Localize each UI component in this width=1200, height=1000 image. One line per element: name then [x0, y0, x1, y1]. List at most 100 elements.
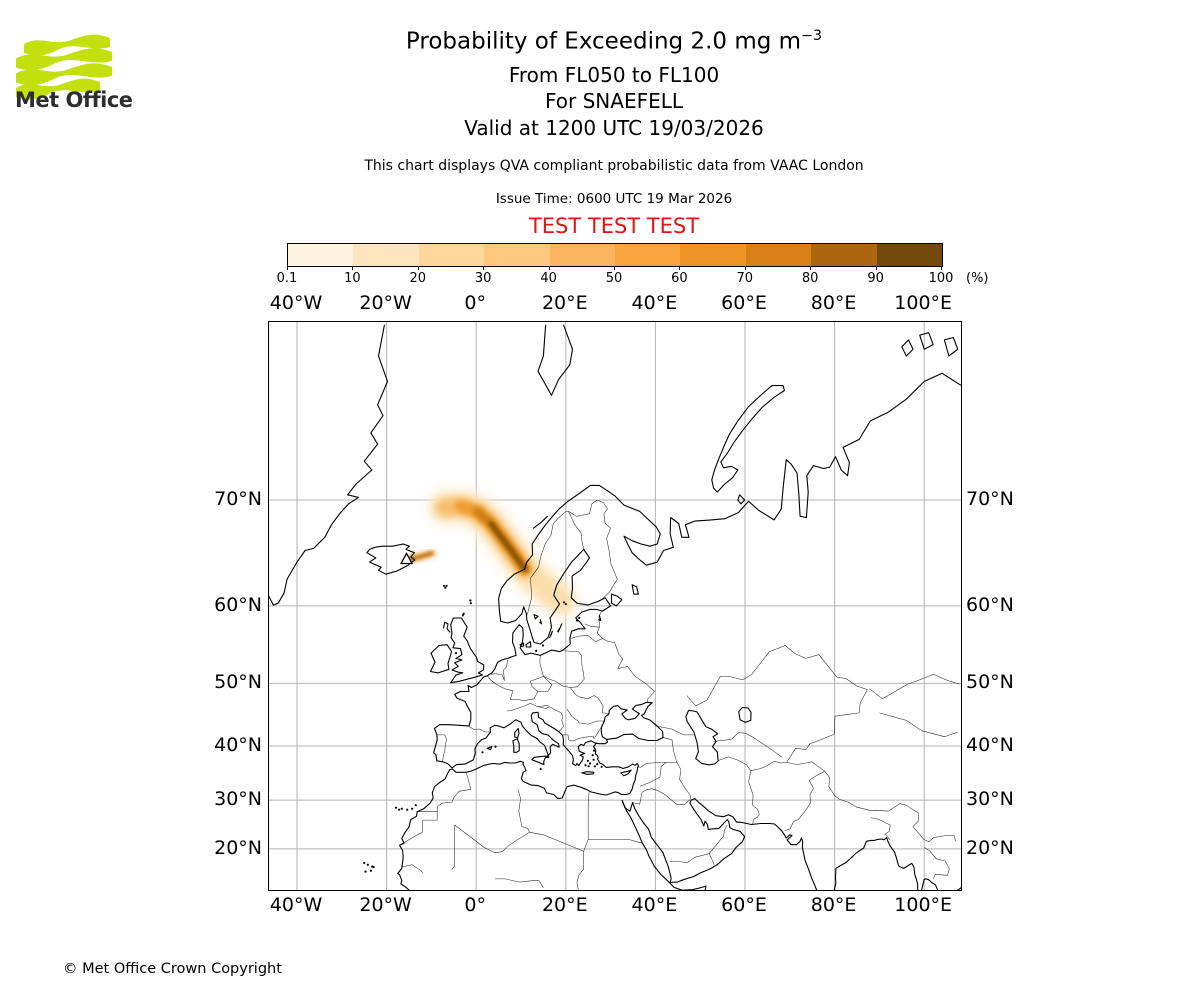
small-island [400, 807, 403, 810]
small-island [364, 870, 367, 873]
colorbar-segment-10-20 [353, 244, 419, 266]
country-border [568, 511, 585, 550]
small-island [462, 612, 465, 615]
country-border [510, 691, 539, 702]
plume-core-max [488, 520, 528, 572]
lon-label-20°E: 20°E [541, 894, 588, 916]
lon-label-100°E: 100°E [894, 292, 953, 314]
country-border [655, 725, 694, 736]
lon-label-60°E: 60°E [721, 894, 767, 916]
colorbar-tick-label: 70 [736, 271, 754, 286]
country-border [570, 687, 610, 714]
colorbar-tick-label: 80 [801, 271, 819, 286]
small-island [454, 652, 458, 655]
lon-label-60°E: 60°E [721, 292, 767, 314]
country-border [566, 708, 605, 725]
country-border [539, 655, 578, 688]
lat-label-left-40°N: 40°N [214, 734, 262, 757]
page-title: Probability of Exceeding 2.0 mg m−3 [406, 28, 822, 55]
small-island [600, 765, 603, 768]
country-border [417, 773, 472, 812]
lat-label-right-20°N: 20°N [966, 836, 1014, 859]
country-border [879, 712, 958, 737]
lat-label-left-50°N: 50°N [214, 671, 262, 694]
coastline [957, 887, 961, 890]
small-island [562, 601, 566, 604]
country-border [576, 875, 580, 890]
country-border [578, 839, 589, 876]
colorbar-tick [287, 266, 288, 270]
small-island [398, 808, 401, 811]
country-border [527, 499, 608, 615]
coastline [919, 332, 934, 350]
lat-label-left-20°N: 20°N [214, 836, 262, 859]
subtitle-valid-time: Valid at 1200 UTC 19/03/2026 [464, 116, 764, 140]
small-island [394, 806, 398, 809]
country-border [632, 788, 691, 805]
colorbar-tick [483, 266, 485, 270]
country-border [584, 623, 600, 628]
coastline [581, 771, 595, 775]
coastline [921, 878, 939, 890]
small-island [444, 586, 447, 589]
colorbar-segment-40-50 [549, 244, 616, 266]
lat-label-left-70°N: 70°N [214, 488, 262, 510]
small-island [369, 869, 372, 872]
coastline [531, 755, 547, 766]
country-border [870, 817, 891, 841]
colorbar-tick [810, 266, 812, 270]
colorbar-tick-label: 40 [540, 271, 557, 286]
lon-label-0°: 0° [464, 894, 486, 916]
country-border [750, 761, 825, 772]
country-border [437, 734, 447, 762]
coastlines [269, 324, 961, 890]
small-island [461, 614, 464, 617]
small-island [587, 765, 590, 768]
colorbar-segment-0.1-10 [288, 244, 354, 266]
subtitle-volcano: For SNAEFELL [544, 89, 684, 113]
colorbar-segment-70-80 [745, 244, 812, 266]
map-canvas [269, 322, 961, 890]
lon-label-40°W: 40°W [269, 894, 323, 916]
coastline [519, 642, 525, 647]
country-border [784, 770, 825, 832]
subtitle-flight-levels: From FL050 to FL100 [508, 63, 720, 87]
lon-label-40°E: 40°E [631, 292, 678, 314]
small-island [445, 584, 448, 587]
colorbar-tick-label: 100 [928, 271, 954, 286]
coastline [269, 324, 389, 606]
country-border [669, 853, 715, 865]
map-panel [268, 321, 962, 891]
lon-label-40°E: 40°E [631, 894, 678, 916]
coastline [442, 621, 451, 633]
lat-label-right-30°N: 30°N [966, 788, 1014, 811]
coastline [486, 746, 493, 751]
country-border [596, 610, 655, 703]
country-border [676, 762, 692, 801]
graticule-gridlines [269, 322, 961, 890]
lon-label-40°W: 40°W [269, 292, 323, 314]
lon-label-0°: 0° [464, 292, 486, 314]
small-island [469, 599, 472, 602]
coastline [539, 619, 543, 625]
small-island [469, 602, 472, 605]
country-border [529, 832, 584, 852]
country-border [402, 864, 424, 874]
colorbar-tick [744, 266, 746, 270]
test-banner: TEST TEST TEST [528, 214, 700, 238]
country-border [487, 675, 514, 700]
colorbar-tick [875, 266, 877, 270]
country-border [537, 706, 564, 732]
coastline [512, 738, 520, 753]
small-island [588, 762, 592, 765]
colorbar-tick-label: 50 [605, 271, 623, 286]
title-exponent: −3 [801, 28, 823, 44]
country-border [562, 726, 602, 742]
coastline [532, 515, 548, 529]
coastline [621, 800, 707, 890]
lon-label-80°E: 80°E [810, 894, 857, 916]
volcano-marker [399, 552, 414, 565]
small-island [575, 619, 579, 622]
colorbar-tick [548, 266, 550, 270]
